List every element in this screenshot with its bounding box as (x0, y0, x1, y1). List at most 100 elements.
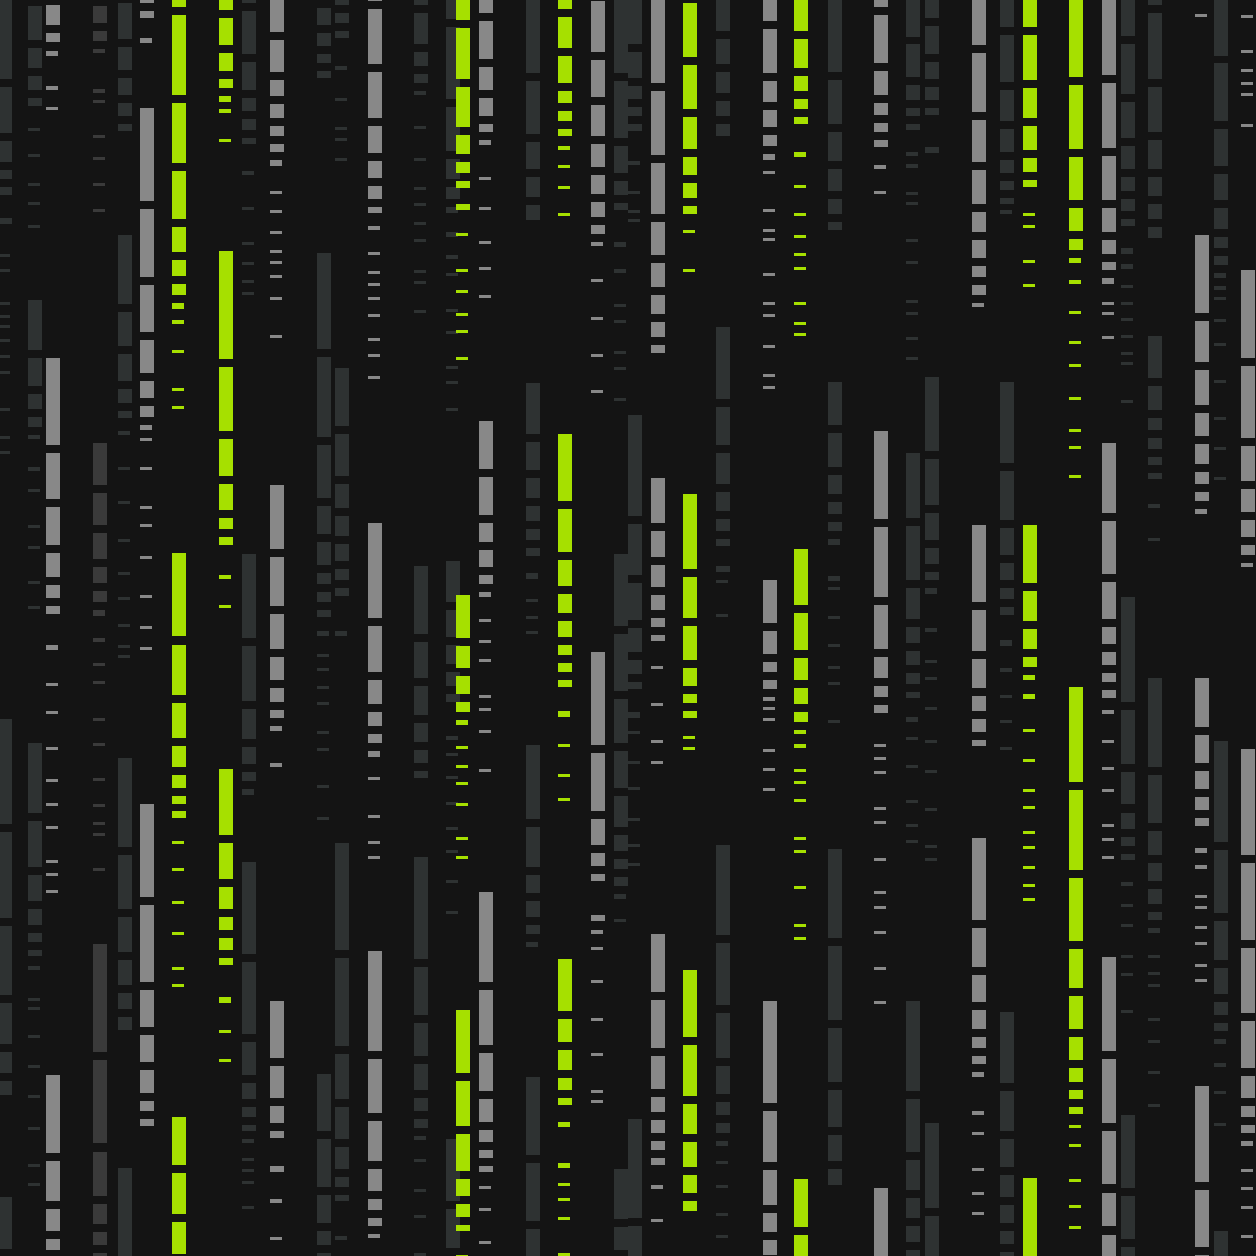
stream-segment (0, 407, 10, 411)
stream-segment (46, 50, 58, 57)
stream-segment (1121, 710, 1135, 765)
stream-segment (414, 685, 428, 715)
stream-segment (972, 285, 986, 295)
stream-segment (1214, 174, 1228, 200)
stream-segment (614, 269, 626, 274)
stream-segment (874, 191, 886, 195)
stream-segment (118, 353, 132, 381)
stream-segment (242, 1158, 254, 1162)
stream-segment (1121, 923, 1133, 927)
stream-segment (716, 1212, 728, 1216)
stream-segment (1121, 0, 1135, 37)
stream-segment (456, 765, 468, 769)
stream-segment (414, 202, 426, 206)
stream-segment (456, 1224, 470, 1232)
stream-segment (1214, 967, 1228, 994)
stream-segment (242, 1205, 254, 1209)
stream-segment (479, 241, 491, 245)
stream-segment (1069, 428, 1081, 432)
stream-segment (317, 748, 329, 752)
stream-segment (794, 549, 808, 606)
stream-segment (1102, 856, 1114, 860)
stream-segment (118, 1017, 132, 1030)
stream-segment (1148, 335, 1162, 379)
stream-segment (591, 316, 603, 320)
stream-segment (591, 390, 603, 394)
stream-segment (456, 269, 468, 273)
stream-segment (1000, 0, 1014, 28)
stream-segment (414, 1252, 426, 1256)
stream-segment (1148, 831, 1162, 855)
stream-segment (479, 574, 493, 585)
stream-segment (972, 1036, 986, 1048)
stream-segment (270, 1000, 284, 1059)
stream-segment (651, 322, 665, 337)
stream-segment (414, 771, 428, 779)
stream-segment (28, 434, 40, 440)
stream-segment (614, 553, 628, 626)
stream-segment (716, 1101, 730, 1116)
stream-segment (1102, 261, 1116, 271)
stream-segment (925, 676, 937, 680)
stream-segment (93, 135, 105, 139)
stream-segment (446, 775, 458, 779)
stream-segment (526, 901, 540, 918)
stream-segment (1241, 68, 1253, 72)
stream-segment (46, 802, 58, 806)
stream-segment (414, 856, 428, 960)
stream-segment (1241, 488, 1255, 513)
stream-segment (1069, 1037, 1083, 1061)
stream-segment (317, 541, 331, 565)
stream-segment (93, 6, 107, 24)
stream-segment (1195, 941, 1207, 945)
stream-segment (1195, 770, 1209, 789)
stream-segment (794, 184, 806, 188)
stream-segment (925, 845, 937, 849)
stream-segment (683, 694, 697, 704)
stream-segment (794, 1178, 808, 1227)
stream-segment (1241, 446, 1255, 481)
stream-segment (763, 171, 775, 175)
stream-segment (414, 722, 428, 742)
stream-segment (270, 160, 282, 166)
stream-segment (763, 81, 777, 103)
stream-segment (651, 163, 665, 214)
stream-segment (1069, 996, 1083, 1030)
stream-segment (874, 931, 886, 935)
stream-segment (526, 631, 538, 635)
stream-segment (1023, 1177, 1037, 1256)
stream-segment (414, 125, 426, 129)
stream-segment (828, 199, 842, 215)
stream-segment (335, 66, 347, 70)
stream-segment (591, 59, 605, 98)
stream-segment (28, 949, 42, 957)
stream-segment (242, 1168, 254, 1172)
stream-segment (28, 966, 40, 971)
stream-segment (242, 1124, 256, 1132)
stream-segment (628, 818, 640, 822)
stream-segment (414, 642, 428, 678)
stream-segment (716, 0, 730, 32)
stream-segment (1000, 471, 1014, 520)
stream-segment (1102, 766, 1114, 770)
stream-segment (558, 621, 572, 637)
stream-segment (906, 192, 918, 196)
stream-segment (1023, 180, 1037, 187)
stream-column (28, 0, 42, 1256)
stream-segment (1102, 520, 1116, 575)
stream-segment (93, 99, 105, 103)
stream-segment (794, 266, 806, 270)
stream-segment (140, 1035, 154, 1063)
stream-segment (1023, 157, 1037, 173)
stream-segment (794, 798, 806, 802)
stream-segment (368, 376, 380, 380)
stream-segment (558, 1121, 570, 1128)
stream-segment (479, 1166, 493, 1173)
stream-segment (479, 990, 493, 1046)
stream-segment (874, 770, 886, 774)
stream-segment (683, 117, 697, 149)
stream-segment (558, 129, 572, 137)
stream-segment (763, 314, 775, 318)
stream-segment (1148, 862, 1162, 881)
stream-segment (716, 407, 730, 445)
